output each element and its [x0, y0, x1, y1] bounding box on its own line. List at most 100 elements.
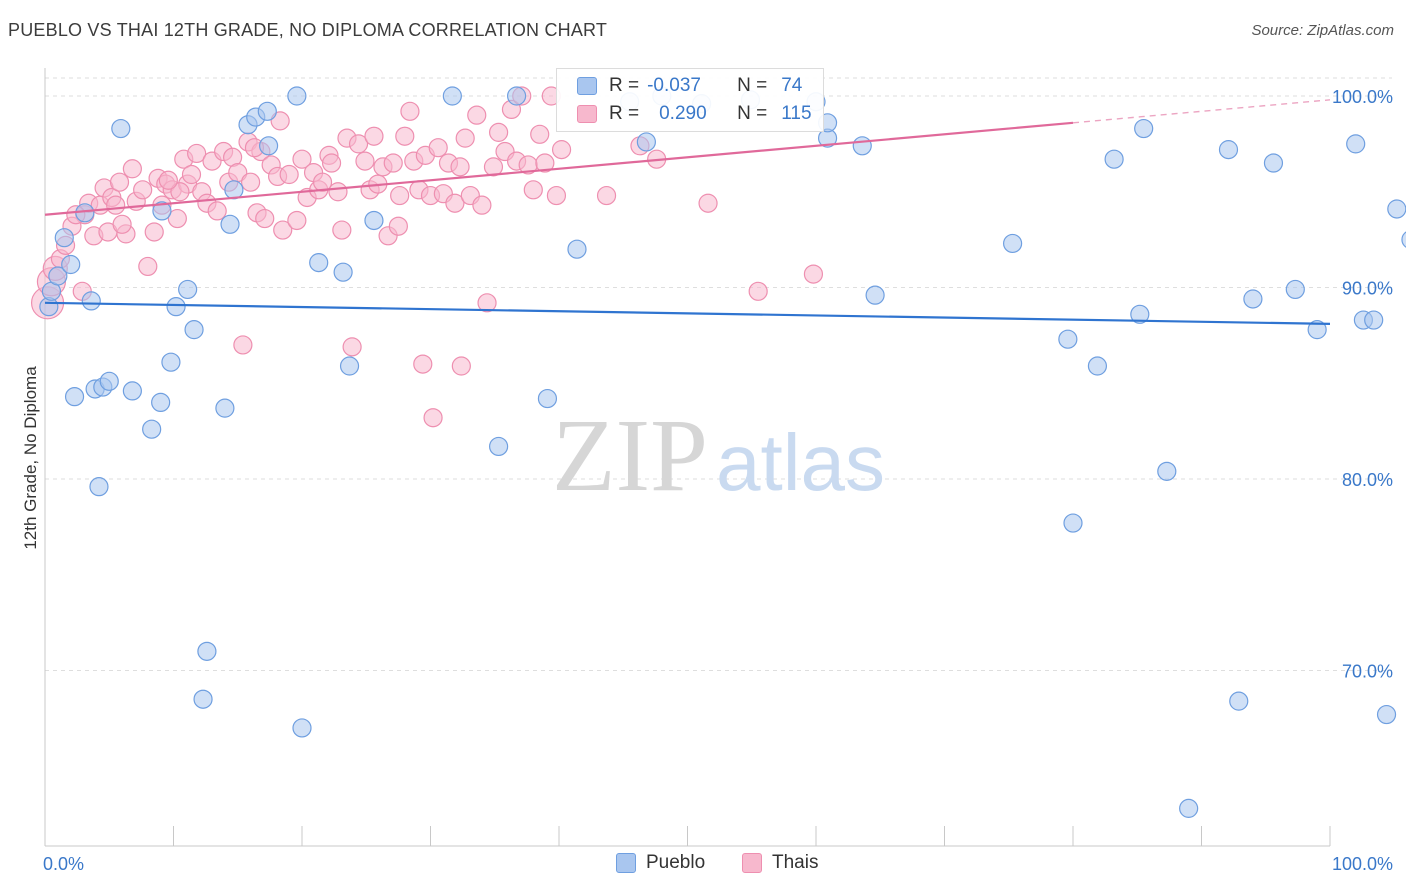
thais-point [390, 185, 410, 206]
thais-point [332, 220, 352, 240]
legend-row-thais: R = 0.290 N = 115 [557, 101, 812, 127]
pueblo-point [99, 371, 119, 391]
y-tick-label: 80.0% [1342, 470, 1393, 490]
thais-point [698, 193, 718, 213]
pueblo-point [111, 118, 131, 139]
thais-point [241, 172, 261, 192]
pueblo-point [852, 136, 872, 156]
pueblo-point [1179, 798, 1199, 818]
pueblo-point [161, 352, 181, 372]
thais-point [355, 151, 375, 171]
thais-point [170, 182, 190, 202]
thais-point [596, 185, 617, 206]
thais-point [270, 111, 290, 131]
series-legend: Pueblo Thais [0, 852, 1406, 878]
pueblo-point [1376, 704, 1397, 725]
legend-item-pueblo[interactable]: Pueblo [616, 852, 705, 874]
pueblo-point [1218, 140, 1239, 160]
thais-point [477, 293, 497, 313]
pueblo-point [1263, 153, 1284, 173]
thais-point [395, 126, 415, 146]
thais-point [428, 138, 448, 158]
watermark-zip: ZIP [552, 398, 708, 513]
y-tick-label: 90.0% [1342, 279, 1393, 299]
pueblo-point [89, 477, 109, 497]
pueblo-point [64, 387, 85, 407]
thais-point [255, 208, 275, 229]
thais-point [348, 134, 369, 154]
thais-point [450, 157, 470, 177]
thais-point [112, 214, 132, 234]
thais-trend-extension [1072, 99, 1331, 124]
thais-point [187, 143, 207, 164]
pueblo-point [54, 228, 74, 248]
r-label: R = [609, 103, 640, 124]
pueblo-point [1087, 356, 1108, 376]
thais-point [451, 356, 471, 376]
thais-point [292, 149, 312, 169]
thais-point [483, 157, 504, 177]
x-tick-label: 100.0% [1332, 854, 1393, 874]
pueblo-point [1364, 310, 1384, 330]
source-credit: Source: ZipAtlas.com [1251, 22, 1394, 39]
n-label: N = [737, 75, 768, 96]
thais-swatch [577, 105, 597, 123]
pueblo-point [364, 210, 384, 231]
thais-point [233, 335, 253, 355]
r-label: R = [609, 75, 640, 96]
pueblo-point [61, 254, 81, 275]
thais-point [400, 101, 420, 121]
thais-point [342, 337, 362, 357]
thais-point [455, 128, 475, 148]
pueblo-point [1307, 320, 1327, 340]
thais-point [551, 140, 572, 160]
thais-point [287, 210, 307, 231]
pueblo-point [1063, 513, 1083, 533]
pueblo-point [122, 381, 142, 401]
pueblo-point [1401, 231, 1406, 248]
thais-point [364, 126, 384, 146]
thais-point [167, 208, 187, 229]
thais-point [472, 195, 492, 215]
pueblo-point [287, 86, 307, 106]
thais-point [273, 220, 293, 240]
thais-point [279, 164, 299, 185]
pueblo-point [309, 253, 329, 273]
pueblo-point [1058, 329, 1078, 349]
pueblo-point [166, 297, 186, 317]
legend-label-thais: Thais [772, 852, 819, 873]
thais-swatch [742, 853, 762, 873]
y-tick-label: 100.0% [1332, 87, 1393, 107]
pueblo-point [257, 101, 277, 121]
pueblo-point [1346, 134, 1366, 154]
pueblo-point [1134, 118, 1154, 139]
thais-point [138, 256, 158, 277]
pueblo-point [184, 320, 204, 340]
r-value: -0.037 [647, 75, 701, 96]
thais-point [207, 201, 227, 221]
thais-point [467, 105, 487, 125]
pueblo-point [1243, 289, 1263, 309]
pueblo-point [220, 214, 240, 234]
chart-title: PUEBLO VS THAI 12TH GRADE, NO DIPLOMA CO… [8, 20, 608, 40]
legend-item-thais[interactable]: Thais [742, 852, 818, 874]
pueblo-point [215, 398, 235, 418]
pueblo-point [258, 136, 279, 156]
thais-point [489, 122, 509, 142]
pueblo-swatch [577, 77, 597, 95]
pueblo-point [178, 279, 198, 300]
thais-point [388, 216, 408, 236]
pueblo-point [1130, 304, 1150, 324]
thais-point [158, 170, 178, 190]
pueblo-point [151, 392, 171, 412]
pueblo-swatch [616, 853, 636, 873]
pueblo-point [339, 356, 360, 376]
pueblo-points [39, 86, 1406, 818]
thais-point [383, 153, 403, 173]
watermark: ZIP atlas [552, 398, 885, 513]
pueblo-point [1104, 149, 1124, 169]
pueblo-point [1003, 233, 1023, 254]
thais-point [181, 164, 202, 185]
y-axis-label: 12th Grade, No Diploma [21, 366, 40, 550]
thais-point [122, 159, 142, 179]
